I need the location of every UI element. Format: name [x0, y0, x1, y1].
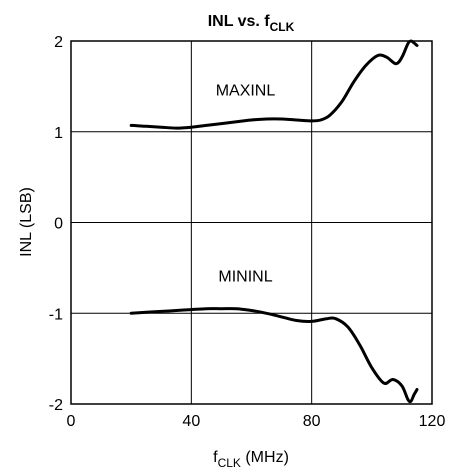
- y-tick-labels: -2 -1 0 1 2: [49, 34, 63, 414]
- x-tick-labels: 0 40 80 120: [67, 413, 446, 430]
- annotation-mininl: MININL: [218, 268, 272, 285]
- y-tick-label: 1: [54, 125, 63, 142]
- chart-title-main: INL vs. f: [208, 13, 271, 30]
- x-tick-label: 80: [303, 413, 321, 430]
- series-line-maxinl: [129, 39, 419, 130]
- y-axis-label: INL (LSB): [18, 187, 35, 257]
- annotations: MAXINL MININL: [216, 82, 276, 285]
- x-tick-label: 40: [182, 413, 200, 430]
- plot-frame: [70, 40, 433, 405]
- series-line-mininl: [129, 307, 419, 404]
- y-tick-label: 0: [54, 216, 63, 233]
- y-tick-label: 2: [54, 34, 63, 51]
- x-tick-label: 0: [67, 413, 76, 430]
- x-tick-label: 120: [419, 413, 446, 430]
- series-lines: [129, 39, 419, 404]
- x-axis-label-sub: CLK: [218, 456, 241, 470]
- x-axis-label: fCLK (MHz): [213, 449, 289, 470]
- x-axis-label-main: f: [213, 449, 218, 466]
- y-tick-label: -1: [49, 306, 63, 323]
- x-axis-label-rest: (MHz): [241, 449, 289, 466]
- chart-title-sub: CLK: [270, 20, 295, 34]
- annotation-maxinl: MAXINL: [216, 82, 276, 99]
- chart-title: INL vs. fCLK: [208, 13, 295, 34]
- y-tick-label: -2: [49, 397, 63, 414]
